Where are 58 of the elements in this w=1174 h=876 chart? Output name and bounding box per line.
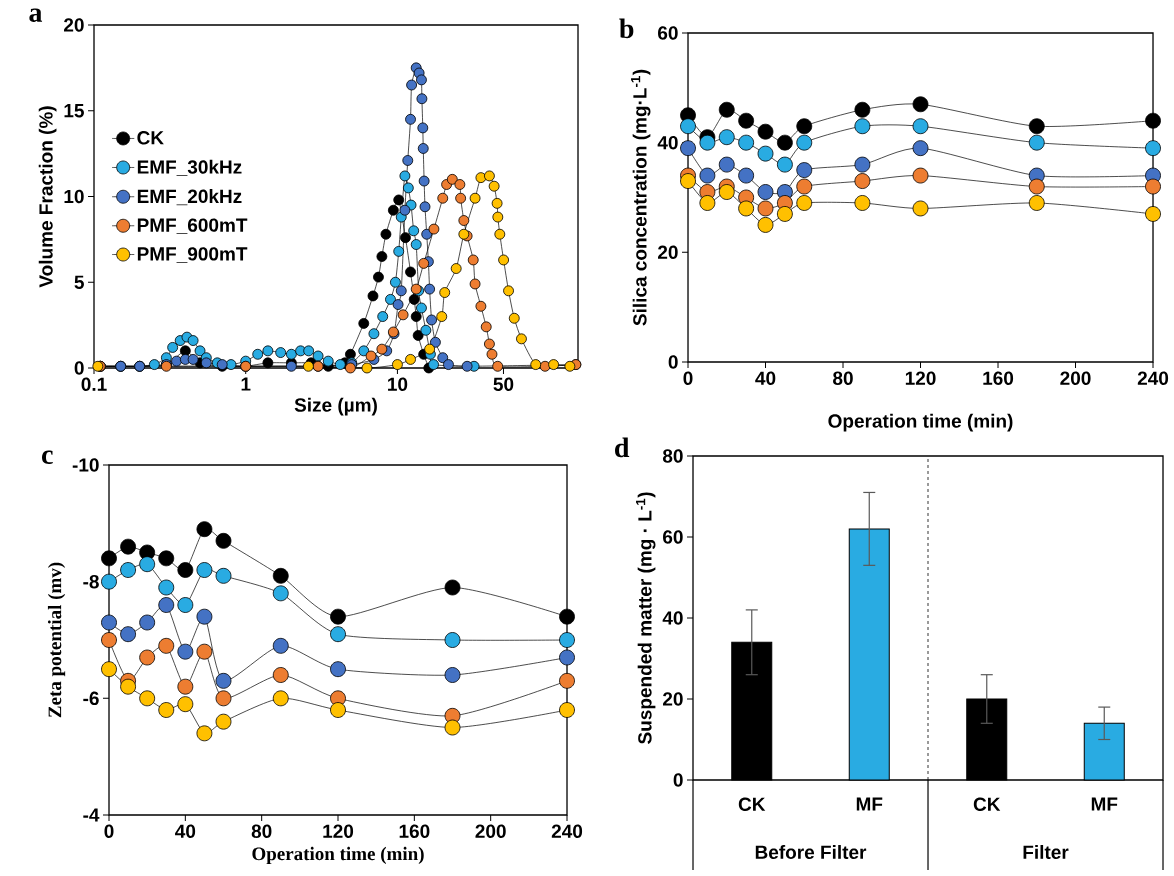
y-tick-label: 60 [663, 530, 683, 544]
y-tick-label: 20 [64, 18, 84, 32]
y-tick-label: -8 [83, 574, 99, 589]
x-tick-label: 50 [493, 377, 514, 391]
legend-label: PMF_600mT [137, 218, 248, 234]
chart-title: d [615, 437, 630, 458]
x-tick-label: 120 [905, 371, 936, 385]
x-tick-label: MF [1091, 797, 1118, 811]
y-tick-label: 20 [663, 692, 683, 706]
text: Filter [1023, 845, 1069, 859]
x-tick-label: MF [856, 797, 883, 811]
legend-label: CK [137, 131, 164, 145]
x-tick-label: 0.1 [81, 377, 107, 391]
y-tick-label: -10 [72, 458, 99, 472]
y-tick-label: 40 [657, 135, 678, 150]
x-tick-label: 80 [833, 371, 853, 385]
y-tick-label: 5 [74, 275, 84, 289]
y-tick-label: 60 [658, 26, 678, 40]
y-axis-title: Silica concentration (mg·L$^{-1}$) [631, 69, 651, 326]
x-tick-label: 40 [175, 824, 196, 838]
x-tick-label: 160 [399, 824, 430, 838]
chart-title: a [29, 8, 43, 22]
x-tick-label: 40 [755, 371, 776, 385]
x-tick-label: 0 [104, 824, 114, 838]
y-tick-label: 40 [662, 611, 683, 625]
y-tick-label: 0 [673, 773, 683, 787]
y-tick-label: 0 [74, 361, 84, 375]
y-tick-label: 80 [662, 449, 683, 463]
x-axis-title: Operation time (min) [252, 846, 424, 865]
y-tick-label: 0 [668, 355, 678, 369]
y-tick-label: 10 [64, 189, 84, 204]
x-tick-label: 1 [241, 377, 251, 391]
x-tick-label: 80 [251, 824, 272, 838]
text: Before Filter [755, 845, 867, 859]
legend-label: EMF_30kHz [137, 159, 242, 176]
x-tick-label: 120 [323, 824, 354, 838]
y-axis-title: Suspended matter (mg · L$^{-1}$) [636, 492, 656, 744]
x-tick-label: 240 [1137, 371, 1169, 385]
x-tick-label: 160 [983, 371, 1014, 385]
x-tick-label: 0 [683, 371, 693, 385]
y-tick-label: -4 [83, 808, 100, 822]
chart-title: c [42, 450, 53, 464]
y-axis-title: Volume Fraction (%) [38, 106, 57, 288]
x-tick-label: CK [973, 797, 1001, 811]
y-tick-label: -6 [83, 691, 99, 706]
y-tick-label: 15 [64, 104, 84, 118]
y-tick-label: 20 [658, 245, 678, 260]
y-axis-title: Zeta potential (mv) [47, 562, 66, 718]
x-tick-label: 200 [1060, 371, 1091, 385]
x-tick-label: 240 [551, 824, 583, 838]
x-tick-label: CK [738, 797, 766, 811]
x-axis-title: Operation time (min) [828, 413, 1013, 432]
legend-label: EMF_20kHz [137, 189, 242, 206]
x-axis-title: Size (µm) [294, 397, 377, 416]
chart-title: b [619, 18, 634, 39]
x-tick-label: 10 [388, 377, 408, 391]
x-tick-label: 200 [475, 824, 506, 838]
legend-label: PMF_900mT [137, 247, 248, 263]
